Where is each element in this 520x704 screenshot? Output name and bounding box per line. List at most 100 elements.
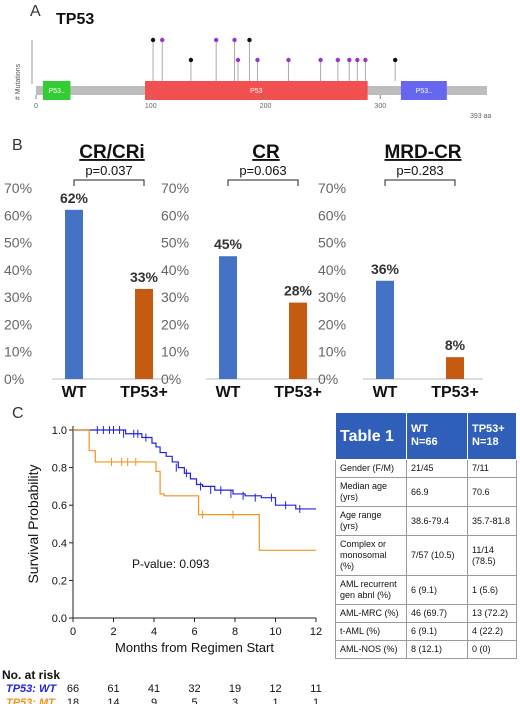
bar-value-label: 45% (214, 236, 243, 252)
significance-bracket (384, 179, 456, 186)
y-tick-label: 30% (161, 289, 189, 305)
table-row-label: Median age (yrs) (335, 477, 407, 507)
chart-title: CR/CRi (79, 142, 144, 163)
y-tick-label: 0% (161, 371, 181, 387)
table-column-header: WT N=66 (406, 412, 468, 460)
bar-tp53-pos (135, 288, 153, 379)
y-tick-label: 50% (161, 235, 189, 251)
bar-value-label: 8% (445, 337, 466, 353)
risk-count: 5 (191, 697, 197, 704)
panel-label-a: A (30, 3, 41, 20)
domain-label-3: P53.. (416, 88, 432, 95)
lollipop-plot: P53.. P53 P53.. 0 100 200 300 (34, 37, 487, 110)
y-tick-label: 60% (161, 207, 189, 223)
risk-row-label: TP53: WT (6, 683, 57, 695)
p-value-label: p=0.063 (239, 163, 286, 178)
y-tick-label: 20% (4, 316, 32, 332)
bar-tp53-pos (446, 357, 464, 379)
km-x-tick-label: 4 (151, 626, 157, 638)
table-cell: 66.9 (406, 477, 468, 507)
mutation-dot (347, 57, 352, 63)
domain-label-1: P53.. (48, 88, 64, 95)
table-row-label: t-AML (%) (335, 622, 407, 641)
table-cell: 7/11 (467, 459, 517, 478)
risk-count: 12 (269, 683, 281, 695)
risk-count: 9 (151, 697, 157, 704)
km-curve-mt (73, 429, 316, 551)
table-row: AML-NOS (%) 8 (12.1) 0 (0) (335, 640, 517, 659)
table-cell: 4 (22.2) (467, 622, 517, 641)
y-tick-label: 10% (4, 344, 32, 360)
y-tick-label: 70% (4, 180, 32, 196)
position-tick-label: 200 (260, 103, 272, 110)
category-label: TP53+ (120, 384, 168, 401)
survival-plot: 0.0 0.2 0.4 0.6 0.8 1.0 0 2 4 6 8 10 12 Months from R… (2, 425, 322, 704)
y-tick-label: 70% (161, 180, 189, 196)
category-label: WT (62, 384, 87, 401)
bar-wt (65, 209, 83, 379)
y-tick-label: 10% (161, 344, 189, 360)
table-cell: 46 (69.7) (406, 604, 468, 623)
y-tick-label: 20% (318, 316, 346, 332)
domain-1 (42, 81, 71, 100)
km-curve-wt (73, 429, 316, 510)
y-tick-label: 60% (318, 207, 346, 223)
risk-count: 61 (107, 683, 119, 695)
bar-value-label: 33% (130, 269, 159, 285)
km-y-tick-label: 1.0 (52, 425, 67, 437)
table-cell: 1 (5.6) (467, 575, 517, 605)
y-tick-label: 50% (318, 235, 346, 251)
mutation-dot (318, 57, 323, 63)
table-title: Table 1 (335, 412, 407, 460)
risk-count: 32 (188, 683, 200, 695)
mutation-dot (188, 57, 194, 63)
bar-value-label: 36% (371, 261, 400, 277)
risk-count: 14 (107, 697, 119, 704)
bar-tp53-pos (289, 302, 307, 379)
protein-length-label: 393 aa (470, 113, 492, 120)
y-tick-label: 40% (318, 262, 346, 278)
risk-count: 19 (229, 683, 241, 695)
table-header-row: Table 1 WT N=66 TP53+ N=18 (335, 412, 517, 460)
mutation-dot (160, 37, 165, 43)
category-label: TP53+ (431, 384, 479, 401)
y-tick-label: 70% (318, 180, 346, 196)
km-p-value: P-value: 0.093 (132, 557, 210, 571)
y-tick-label: 10% (318, 344, 346, 360)
km-y-tick-label: 0.4 (52, 538, 67, 550)
risk-count: 1 (313, 697, 319, 704)
risk-table-title: No. at risk (2, 668, 60, 682)
mutation-dot (392, 57, 398, 63)
km-x-tick-label: 6 (191, 626, 197, 638)
panel-label-b: B (12, 137, 23, 154)
gene-title: TP53 (56, 11, 94, 28)
bar-wt (219, 256, 237, 379)
chart-title: MRD-CR (384, 142, 461, 163)
table-cell: 0 (0) (467, 640, 517, 659)
table-row: t-AML (%) 6 (9.1) 4 (22.2) (335, 622, 517, 641)
position-tick-label: 100 (145, 103, 157, 110)
mutation-dot (213, 37, 219, 43)
km-y-tick-label: 0.0 (52, 613, 67, 625)
table-row: Median age (yrs) 66.9 70.6 (335, 477, 517, 507)
mutation-dot (247, 37, 252, 43)
table-cell: 6 (9.1) (406, 575, 468, 605)
chart-title: CR (252, 142, 280, 163)
km-x-tick-label: 10 (269, 626, 281, 638)
significance-bracket (73, 179, 145, 186)
y-tick-label: 0% (4, 371, 24, 387)
y-tick-label: 60% (4, 207, 32, 223)
mutation-dot (286, 57, 291, 63)
y-tick-label: 40% (4, 262, 32, 278)
table-cell: 6 (9.1) (406, 622, 468, 641)
table-row: AML recurrent gen abnl (%) 6 (9.1) 1 (5.6) (335, 575, 517, 605)
km-x-tick-label: 0 (70, 626, 76, 638)
table-row-label: Gender (F/M) (335, 459, 407, 478)
table-cell: 11/14 (78.5) (467, 535, 517, 576)
table-row-label: AML-NOS (%) (335, 640, 407, 659)
table-1: Table 1 WT N=66 TP53+ N=18 Gender (F/M) 21/45 7… (335, 412, 517, 659)
mutations-axis-label: # Mutations (15, 63, 22, 100)
table-row-label: AML recurrent gen abnl (%) (335, 575, 407, 605)
position-tick-label: 300 (374, 103, 386, 110)
